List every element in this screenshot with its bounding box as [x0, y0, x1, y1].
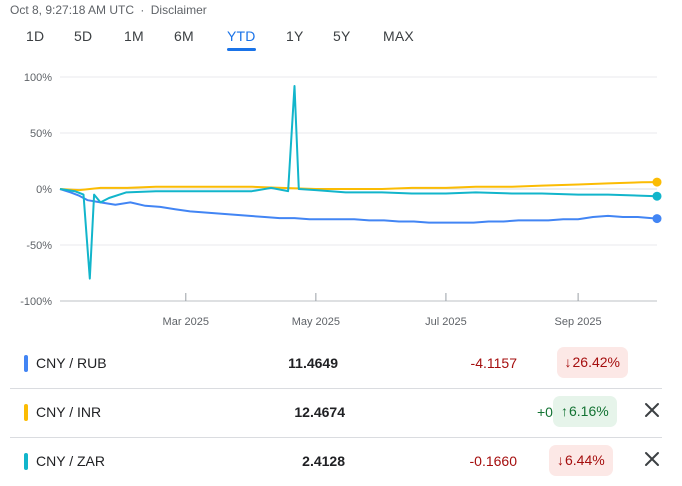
y-tick-label: 50%: [30, 128, 52, 140]
percent-change-badge: ↓6.44%: [549, 445, 613, 476]
separator-dot: ·: [140, 3, 145, 17]
tab-1m[interactable]: 1M: [124, 28, 144, 44]
series-line-0: [59, 188, 658, 224]
exchange-rate: 12.4674: [294, 404, 345, 420]
tab-1y[interactable]: 1Y: [286, 28, 304, 44]
y-tick-label: -50%: [26, 240, 52, 252]
series-end-markers: [652, 177, 662, 224]
percent-change-value: 6.44%: [565, 452, 605, 468]
arrow-down-icon: ↓: [564, 354, 572, 370]
tab-5d[interactable]: 5D: [74, 28, 93, 44]
x-axis-ticks: [185, 293, 579, 301]
currency-pair: CNY / RUB: [36, 355, 107, 371]
y-tick-label: 0%: [36, 184, 52, 196]
currency-pair: CNY / INR: [36, 404, 102, 420]
x-tick-label: Sep 2025: [555, 316, 602, 328]
disclaimer-link[interactable]: Disclaimer: [150, 3, 207, 17]
percent-change-value: 26.42%: [572, 354, 620, 370]
price-change: -4.1157: [470, 355, 517, 371]
comparison-chart[interactable]: 100% 50% 0% -50% -100% Mar 2025 May 2025 Jul 2…: [0, 60, 682, 338]
series-end-dot-1: [652, 177, 662, 187]
x-tick-label: Mar 2025: [163, 316, 209, 328]
arrow-up-icon: ↑: [561, 403, 568, 419]
currency-pair: CNY / ZAR: [36, 453, 105, 469]
market-timestamp-line: Oct 8, 9:27:18 AM UTC · Disclaimer: [10, 3, 207, 17]
x-axis-labels: Mar 2025 May 2025 Jul 2025 Sep 2025: [163, 316, 602, 328]
series-line-1: [59, 181, 658, 192]
x-tick-label: May 2025: [292, 316, 340, 328]
series-color-swatch: [24, 453, 28, 470]
close-icon[interactable]: [640, 398, 664, 422]
y-tick-label: -100%: [20, 296, 52, 308]
row-divider: [10, 437, 662, 438]
list-item-cny-inr[interactable]: CNY / INR 12.4674 +0.7240 ↑6.16%: [10, 389, 662, 437]
price-change: -0.1660: [469, 453, 517, 469]
tab-1d[interactable]: 1D: [26, 28, 45, 44]
close-icon[interactable]: [640, 447, 664, 471]
exchange-rate: 11.4649: [288, 355, 338, 371]
series-line-2: [59, 85, 658, 280]
timestamp: Oct 8, 9:27:18 AM UTC: [10, 3, 135, 17]
tab-5y[interactable]: 5Y: [333, 28, 351, 44]
row-divider: [10, 388, 662, 389]
list-item-cny-rub[interactable]: CNY / RUB 11.4649 -4.1157 ↓26.42%: [10, 340, 662, 388]
chart-series: [59, 85, 658, 280]
series-end-dot-0: [652, 214, 662, 224]
tab-ytd[interactable]: YTD: [227, 28, 256, 51]
y-tick-label: 100%: [24, 72, 52, 84]
percent-change-value: 6.16%: [569, 403, 609, 419]
series-color-swatch: [24, 404, 28, 421]
tab-6m[interactable]: 6M: [174, 28, 194, 44]
tab-ytd-label: YTD: [227, 28, 256, 44]
y-axis-labels: 100% 50% 0% -50% -100%: [20, 72, 52, 308]
arrow-down-icon: ↓: [557, 452, 564, 468]
percent-change-badge: ↓26.42%: [556, 347, 628, 378]
percent-change-badge: ↑6.16%: [553, 396, 617, 427]
active-tab-indicator: [227, 48, 256, 51]
tab-max[interactable]: MAX: [383, 28, 414, 44]
exchange-rate: 2.4128: [302, 453, 345, 469]
list-item-cny-zar[interactable]: CNY / ZAR 2.4128 -0.1660 ↓6.44%: [10, 438, 662, 486]
series-color-swatch: [24, 355, 28, 372]
x-tick-label: Jul 2025: [425, 316, 467, 328]
series-end-dot-2: [652, 191, 662, 201]
